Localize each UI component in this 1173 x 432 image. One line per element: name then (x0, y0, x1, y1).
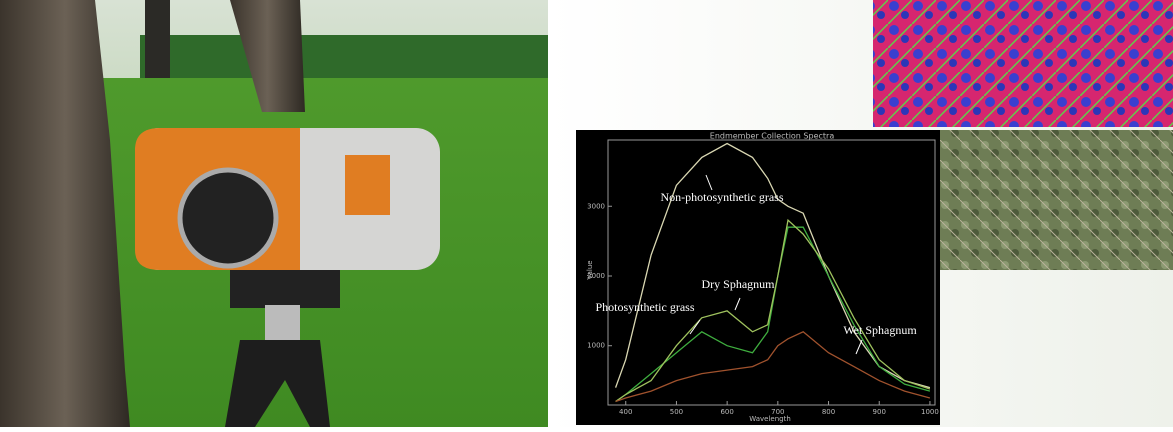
x-tick-label: 700 (771, 408, 784, 416)
chart-title: Endmember Collection Spectra (710, 132, 835, 141)
x-tick-label: 600 (720, 408, 733, 416)
x-axis-label: Wavelength (749, 415, 791, 423)
screenshot: Endmember Collection Spectra Wavelength … (0, 0, 1173, 427)
x-tick-label: 800 (822, 408, 835, 416)
series-annotation: Dry Sphagnum (702, 277, 776, 291)
series-annotation: Non-photosynthetic grass (661, 190, 784, 204)
series-annotation: Wet Sphagnum (843, 323, 917, 337)
x-tick-label: 500 (670, 408, 683, 416)
y-tick-label: 1000 (587, 342, 605, 350)
y-tick-label: 2000 (587, 272, 605, 280)
y-tick-label: 3000 (587, 202, 605, 210)
false-color-image (873, 0, 1173, 127)
camera-photo (0, 0, 548, 427)
series-annotation: Photosynthetic grass (596, 300, 695, 314)
x-tick-label: 1000 (921, 408, 939, 416)
x-tick-label: 900 (873, 408, 886, 416)
x-tick-label: 400 (619, 408, 632, 416)
page: Endmember Collection Spectra Wavelength … (0, 0, 1173, 427)
